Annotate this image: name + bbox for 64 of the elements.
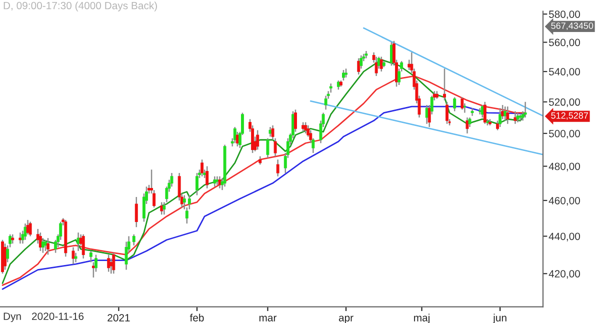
candlestick (38, 232, 42, 252)
x-tick-label: 2021 (108, 314, 130, 322)
candlestick (302, 122, 305, 132)
candlestick (336, 80, 340, 90)
candlestick (162, 202, 166, 216)
text: 567,43450 (551, 22, 594, 30)
text: 2020-11-16 (32, 312, 84, 320)
text: Dyn (4, 312, 21, 322)
candlestick (206, 166, 209, 189)
candlestick (132, 234, 136, 246)
candlestick (324, 95, 328, 110)
candlestick (516, 112, 520, 123)
candlestick (4, 242, 7, 270)
candlestick (107, 254, 110, 272)
y-tick-label: 580,00 (548, 10, 580, 20)
candlestick (506, 106, 510, 124)
y-tick-label: 480,00 (548, 162, 580, 172)
candlestick (453, 96, 456, 112)
x-tick-label: mar (259, 316, 277, 322)
candlestick (89, 250, 92, 263)
y-tick-label: 520,00 (548, 98, 580, 107)
candlestick (256, 130, 260, 150)
candlestick (134, 196, 138, 228)
candlestick (514, 110, 517, 124)
candlestick (443, 68, 446, 101)
candlestick (470, 107, 474, 117)
y-tick-label: 420,00 (548, 270, 580, 279)
candlestick (46, 237, 50, 256)
y-tick-label: 500,00 (548, 130, 580, 139)
candlestick (200, 158, 204, 177)
candlestick (72, 246, 75, 265)
candlestick (276, 158, 280, 177)
candlestick (357, 58, 360, 76)
candlestick (11, 234, 14, 244)
candlestick (82, 234, 85, 260)
candlestick (18, 232, 22, 244)
candlestick (498, 107, 502, 128)
candlestick (196, 172, 198, 196)
candlestick (213, 176, 216, 188)
candlestick (160, 202, 164, 216)
y-tick-label: 460,00 (548, 196, 580, 206)
y-tick-label: 560,00 (548, 38, 580, 48)
candlestick (233, 126, 236, 144)
candlestick (460, 96, 464, 110)
y-tick-label: 440,00 (548, 232, 580, 242)
candlestick (342, 69, 345, 82)
candlestick (304, 122, 308, 134)
candlestick (483, 101, 486, 124)
candlestick (112, 252, 116, 274)
chart-title: D, 09:00-17:30 (4000 Days Back) (4, 2, 157, 12)
candlestick (28, 221, 32, 237)
candlestick (446, 101, 449, 124)
candlestick (380, 56, 383, 72)
candlestick (76, 232, 80, 252)
candlestick (266, 138, 270, 159)
text: 512,5287 (551, 112, 588, 120)
y-tick-label: 540,00 (548, 68, 580, 77)
x-tick-label: feb (190, 314, 204, 322)
candlestick (218, 176, 222, 189)
candlestick (466, 116, 469, 134)
candlestick (24, 222, 27, 241)
candlestick (374, 56, 378, 77)
candlestick (524, 101, 527, 118)
line-series (2, 106, 526, 290)
